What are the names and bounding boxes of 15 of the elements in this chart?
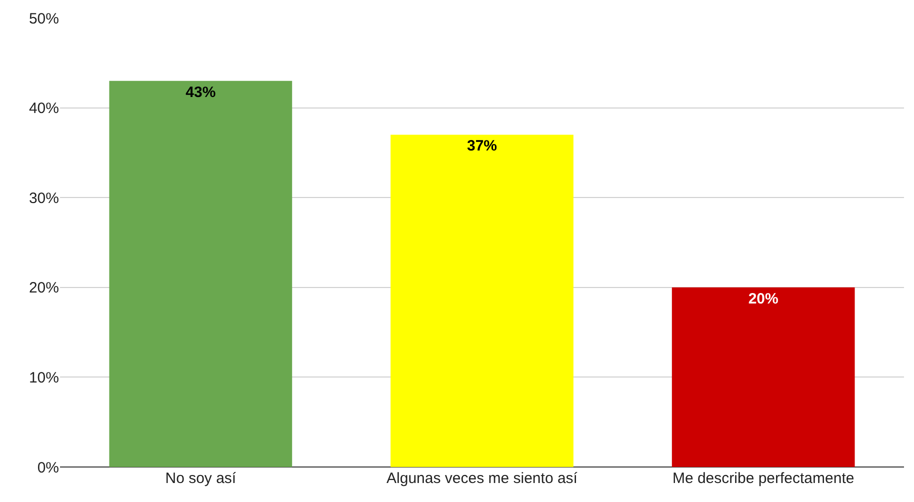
y-tick-label: 0% [37, 459, 59, 476]
data-label: 37% [466, 138, 498, 155]
data-label: 43% [186, 84, 216, 101]
y-tick-label: 20% [28, 280, 59, 297]
x-tick-label: Algunas veces me siento así [386, 470, 578, 487]
y-tick-label: 40% [28, 100, 59, 118]
x-tick-label: No soy así [165, 470, 237, 487]
y-tick-label: 30% [28, 190, 59, 207]
bar [672, 287, 855, 467]
bar [109, 80, 292, 467]
data-label: 20% [748, 290, 778, 308]
y-tick-label: 10% [28, 369, 59, 386]
y-tick-label: 50% [28, 10, 59, 28]
bar [390, 134, 574, 467]
x-tick-label: Me describe perfectamente [672, 470, 854, 487]
